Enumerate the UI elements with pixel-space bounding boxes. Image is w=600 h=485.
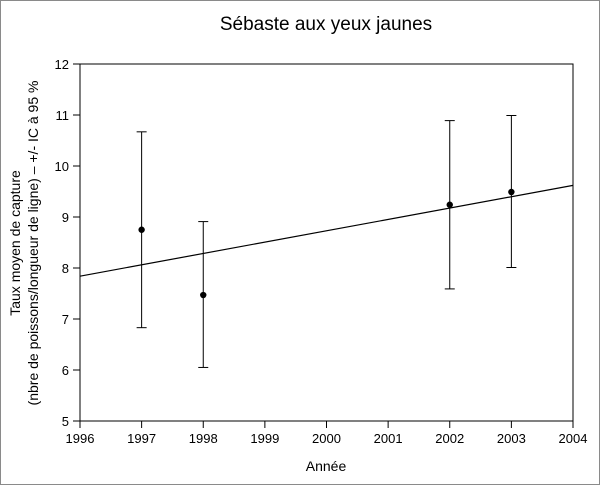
y-axis-title-line-1: Taux moyen de capture — [7, 170, 23, 316]
y-tick-label: 10 — [55, 159, 69, 174]
trend-line — [79, 184, 574, 277]
plot-area — [79, 63, 574, 422]
x-tick-label: 2004 — [559, 431, 588, 446]
x-tick-label: 1997 — [127, 431, 156, 446]
y-tick-label: 5 — [62, 414, 69, 429]
data-points — [138, 188, 515, 299]
x-tick-label: 2002 — [435, 431, 464, 446]
error-bars — [136, 115, 517, 368]
x-tick-label: 1996 — [66, 431, 95, 446]
y-axis-title: Taux moyen de capture (nbre de poissons/… — [7, 81, 41, 406]
y-tick-label: 11 — [56, 108, 70, 123]
y-tick-label: 7 — [62, 312, 69, 327]
x-tick-label: 2000 — [312, 431, 341, 446]
trend-line-group — [79, 184, 574, 277]
data-point — [508, 188, 515, 196]
x-tick-label: 1999 — [250, 431, 279, 446]
x-axis: 1996 1997 1998 1999 2000 2001 2002 2003 2004 — [66, 421, 588, 446]
y-tick-label: 9 — [62, 210, 69, 225]
x-tick-label: 1998 — [189, 431, 218, 446]
x-tick-label: 2003 — [497, 431, 526, 446]
y-tick-label: 6 — [62, 363, 69, 378]
x-axis-title: Année — [306, 458, 347, 474]
y-tick-label: 12 — [55, 57, 69, 72]
y-axis-title-line-2: (nbre de poissons/longueur de ligne) – +… — [25, 81, 41, 406]
y-tick-label: 8 — [62, 261, 69, 276]
y-axis: 5 6 7 8 9 10 11 12 — [55, 57, 80, 429]
chart-title: Sébaste aux yeux jaunes — [220, 14, 432, 35]
data-point — [138, 226, 145, 233]
x-tick-label: 2001 — [374, 431, 403, 446]
data-point — [200, 291, 207, 299]
data-point — [446, 201, 453, 208]
